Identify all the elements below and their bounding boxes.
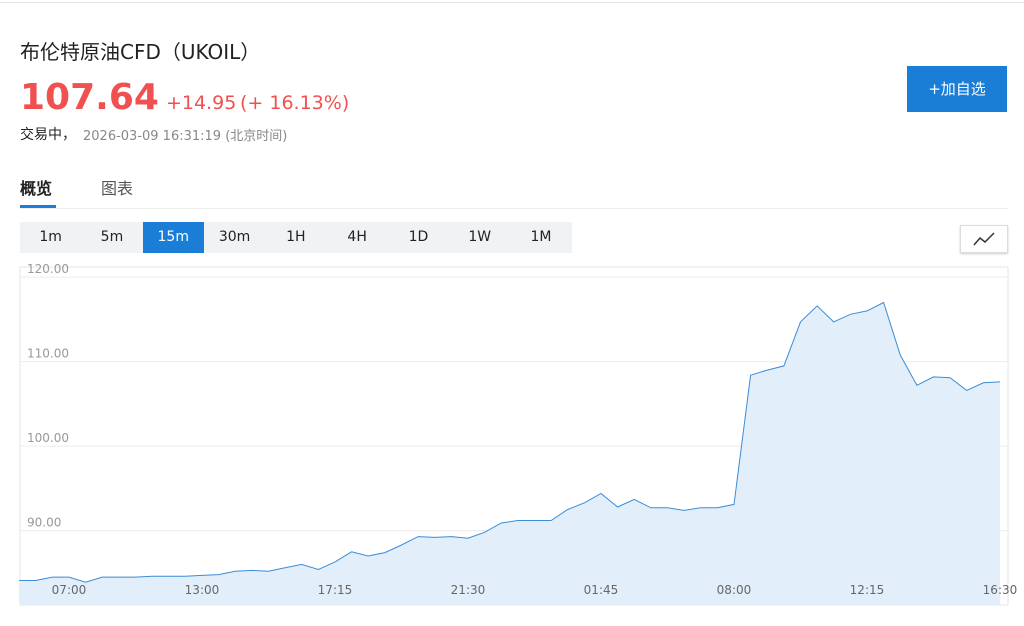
y-tick-label: 120.00 <box>27 262 69 276</box>
price-line <box>19 301 1001 583</box>
y-tick-label: 100.00 <box>27 431 69 445</box>
interval-button[interactable]: 5m <box>100 229 124 245</box>
chart-type-button[interactable] <box>960 225 1008 253</box>
interval-button[interactable]: 1D <box>408 229 429 245</box>
status: 交易中， <box>20 127 76 143</box>
interval-button[interactable]: 1m <box>39 229 62 245</box>
price: 107.64 <box>20 77 159 118</box>
chart-icon <box>973 232 995 246</box>
interval-button[interactable]: 1H <box>286 229 306 245</box>
interval-bar: 1m 5m 15m 30m 1H 4H 1D 1W 1M <box>20 222 572 253</box>
area-fill <box>19 302 1001 605</box>
top-border <box>0 2 1024 3</box>
change-pct: (+ 16.13%) <box>240 92 350 114</box>
y-tick-label: 90.00 <box>27 516 61 530</box>
x-tick-label: 21:30 <box>451 583 486 597</box>
interval-button[interactable]: 1M <box>530 229 552 245</box>
x-tick-label: 01:45 <box>584 583 619 597</box>
watch-button[interactable]: +加自选 <box>907 66 1007 112</box>
interval-button[interactable]: 4H <box>347 229 367 245</box>
title: 布伦特原油CFD（UKOIL） <box>20 40 261 64</box>
interval-button[interactable]: 1W <box>468 229 492 245</box>
change: +14.95 <box>166 92 237 114</box>
tab[interactable]: 概览 <box>20 179 53 198</box>
tab-underline <box>20 205 56 208</box>
x-tick-label: 07:00 <box>52 583 87 597</box>
x-tick-label: 12:15 <box>850 583 885 597</box>
x-tick-label: 17:15 <box>318 583 353 597</box>
x-tick-label: 13:00 <box>185 583 220 597</box>
tab-divider <box>20 208 1008 209</box>
x-tick-label: 16:30 <box>983 583 1018 597</box>
y-tick-label: 110.00 <box>27 347 69 361</box>
timestamp: 2026-03-09 16:31:19 (北京时间) <box>83 129 288 144</box>
x-tick-label: 08:00 <box>717 583 752 597</box>
interval-button[interactable]: 30m <box>218 229 251 245</box>
interval-button[interactable]: 15m <box>142 222 204 253</box>
tab[interactable]: 图表 <box>101 179 134 198</box>
